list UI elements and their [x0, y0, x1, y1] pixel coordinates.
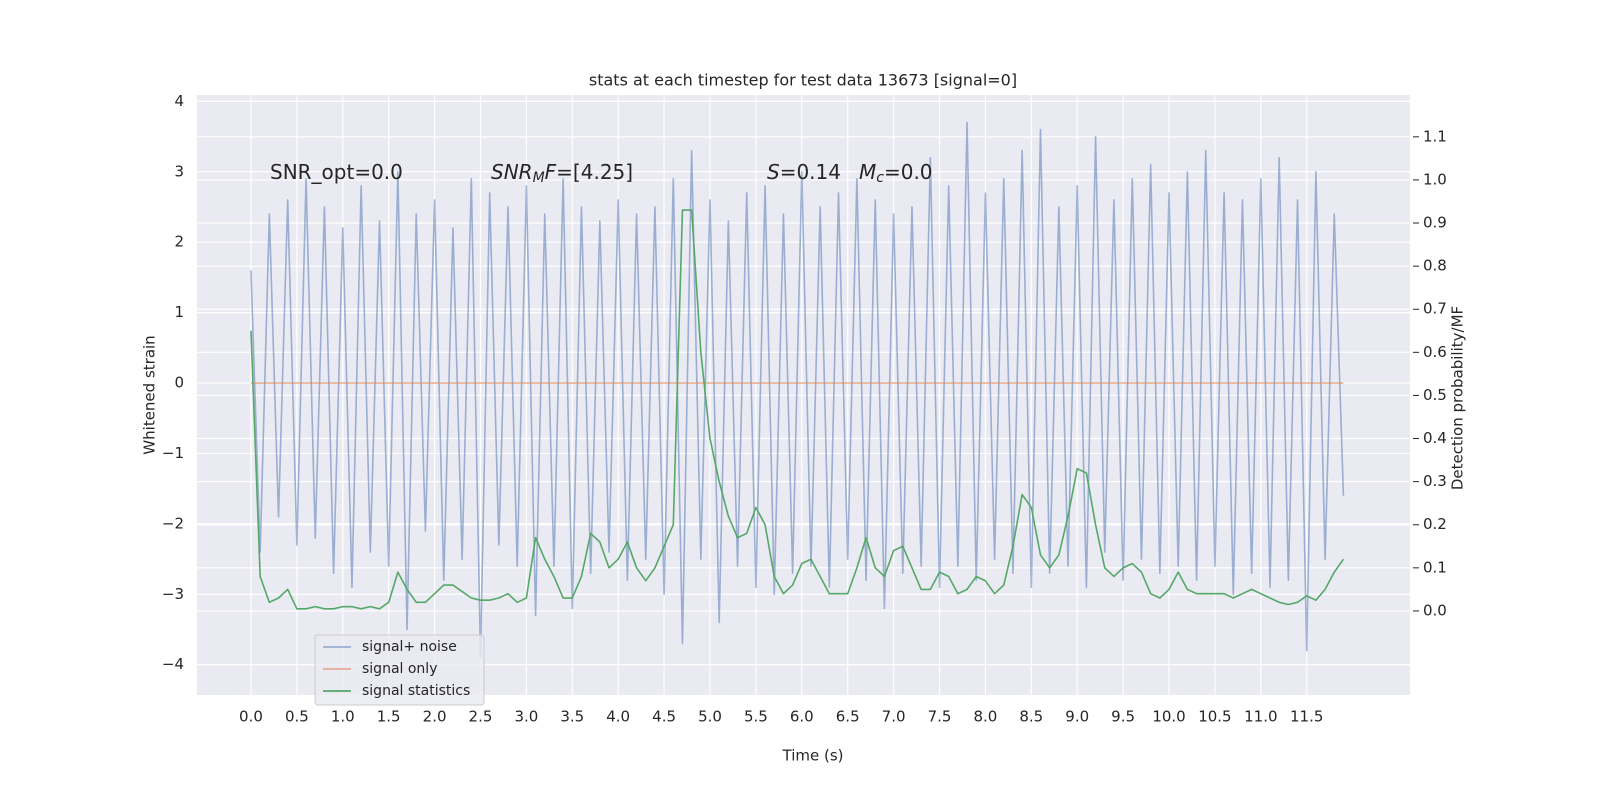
y-axis-label: Whitened strain: [141, 335, 159, 454]
x-tick-label: 5.0: [698, 708, 722, 726]
x-tick-label: 3.5: [560, 708, 584, 726]
y2-tick-label: 0.9: [1423, 214, 1447, 232]
x-tick-label: 10.5: [1198, 708, 1231, 726]
x-tick-label: 4.0: [606, 708, 630, 726]
x-tick-label: 9.5: [1111, 708, 1135, 726]
y-tick-label: 4: [174, 92, 184, 110]
x-tick-label: 7.0: [882, 708, 906, 726]
x-tick-label: 6.0: [790, 708, 814, 726]
series-line: [250, 209, 1345, 610]
y2-tick-label: 1.0: [1423, 170, 1447, 188]
y-tick-label: 2: [174, 233, 184, 251]
annotation-run: M: [859, 160, 876, 184]
legend-box: [314, 634, 485, 706]
annotation-run: =0.0: [884, 160, 933, 184]
annotation: S=0.14: [767, 160, 841, 184]
x-tick-label: 0.5: [285, 708, 309, 726]
y2-tick-label: 0.3: [1423, 472, 1447, 490]
x-tick-label: 9.0: [1065, 708, 1089, 726]
annotation-run: SNR: [491, 160, 533, 184]
annotation-run: M: [533, 170, 545, 186]
legend-label: signal+ noise: [362, 639, 457, 655]
x-tick-label: 8.5: [1019, 708, 1043, 726]
y-tick-label: −1: [162, 444, 184, 462]
y2-axis-label: Detection probability/MF: [1449, 306, 1467, 490]
y-tick-label: −2: [162, 514, 184, 532]
x-tick-label: 4.5: [652, 708, 676, 726]
y2-tick-label: 0.2: [1423, 515, 1447, 533]
annotation-run: F: [545, 160, 557, 184]
annotation-run: =[4.25]: [556, 160, 633, 184]
x-tick-label: 11.0: [1244, 708, 1277, 726]
y2-tick-label: 0.4: [1423, 429, 1447, 447]
x-tick-label: 2.5: [469, 708, 493, 726]
x-tick-label: 0.0: [239, 708, 263, 726]
y-tick-label: −4: [162, 655, 184, 673]
x-tick-label: 1.0: [331, 708, 355, 726]
legend-label: signal only: [362, 661, 437, 677]
x-tick-label: 8.0: [973, 708, 997, 726]
series-line: [250, 121, 1345, 659]
chart-title: stats at each timestep for test data 136…: [589, 71, 1017, 90]
y-tick-label: −3: [162, 585, 184, 603]
y2-tick-label: 1.1: [1423, 127, 1447, 145]
y2-tick-label: 0.5: [1423, 386, 1447, 404]
annotation-run: SNR_opt=0.0: [270, 160, 403, 184]
annotation-run: c: [876, 170, 884, 186]
x-tick-label: 3.0: [514, 708, 538, 726]
x-tick-label: 5.5: [744, 708, 768, 726]
x-tick-label: 2.0: [423, 708, 447, 726]
y-tick-label: 1: [174, 303, 184, 321]
x-tick-label: 6.5: [836, 708, 860, 726]
y-tick-label: 3: [174, 162, 184, 180]
y-tick-label: 0: [174, 374, 184, 392]
y2-tick-label: 0.7: [1423, 300, 1447, 318]
x-tick-label: 11.5: [1290, 708, 1323, 726]
annotation-run: S: [767, 160, 780, 184]
annotation: SNR_opt=0.0: [270, 160, 403, 184]
y2-tick-label: 0.6: [1423, 343, 1447, 361]
y2-tick-label: 0.8: [1423, 257, 1447, 275]
legend-label: signal statistics: [362, 683, 470, 699]
annotation-run: =0.14: [780, 160, 841, 184]
x-tick-label: 10.0: [1152, 708, 1185, 726]
y2-tick-label: 0.1: [1423, 558, 1447, 576]
x-tick-label: 1.5: [377, 708, 401, 726]
x-axis-label: Time (s): [782, 747, 844, 765]
annotation: SNRMF=[4.25]: [491, 160, 633, 187]
y2-tick-label: 0.0: [1423, 601, 1447, 619]
x-tick-label: 7.5: [928, 708, 952, 726]
annotation: Mc=0.0: [859, 160, 933, 187]
